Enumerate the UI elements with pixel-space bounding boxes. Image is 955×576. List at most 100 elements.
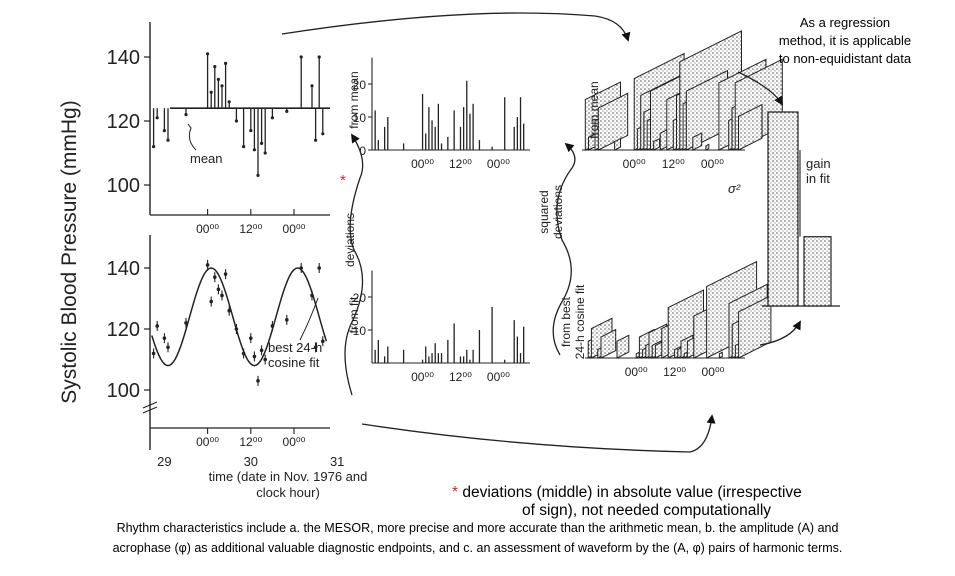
data-point: [241, 351, 246, 356]
data-point: [184, 321, 188, 325]
data-point: [220, 84, 224, 88]
panel-squared-deviations-from-mean: 00⁰⁰ 12⁰⁰ 00⁰⁰ from mean: [582, 30, 783, 171]
footnote-line: deviations (middle) in absolute value (i…: [462, 484, 802, 501]
y-tick-label: 20: [353, 291, 367, 305]
data-point: [270, 324, 275, 328]
footnote-star: *: [452, 484, 459, 501]
data-point: [155, 116, 159, 120]
panel-sums-of-squares: [762, 111, 840, 307]
squared-deviations-label: squared: [537, 190, 551, 233]
flow-arrow: [281, 12, 631, 42]
data-point: [249, 129, 253, 133]
footnote: * deviations (middle) in absolute value …: [452, 484, 912, 520]
squared-deviations-label: deviations: [551, 185, 565, 239]
best-fit-label: cosine fit: [268, 355, 320, 370]
flow-arrow: [344, 133, 364, 396]
gain-label: in fit: [806, 171, 830, 186]
squared-deviation: [705, 143, 710, 151]
date-label: 31: [330, 454, 344, 469]
squared-deviation: [692, 132, 703, 151]
data-point: [321, 132, 325, 136]
deviations-star: *: [340, 172, 346, 189]
panel-frames: [142, 22, 330, 450]
squared-deviation: [614, 137, 621, 151]
squared-deviation: [635, 351, 640, 359]
x-tick-label: 00⁰⁰: [701, 157, 724, 171]
time-axis-label: clock hour): [256, 485, 320, 500]
x-tick-label: 00⁰⁰: [487, 157, 510, 171]
data-point: [209, 299, 213, 304]
data-point: [184, 113, 188, 117]
panel-deviations-from-mean: 0 10 20 00⁰⁰ 12⁰⁰ 00⁰⁰ from mean: [347, 57, 530, 171]
sum-of-squares-bar: [767, 111, 799, 307]
caption-line: Rhythm characteristics include a. the ME…: [116, 521, 839, 535]
squared-deviation: [738, 103, 763, 151]
axis-break: [142, 401, 158, 414]
x-tick-label: 12⁰⁰: [663, 365, 686, 379]
data-point: [224, 61, 228, 65]
panel-squared-deviations-from-fit: 00⁰⁰ 12⁰⁰ 00⁰⁰ from best 24-h cosine fit: [559, 260, 772, 379]
x-tick-label: 00⁰⁰: [196, 222, 219, 236]
squared-deviation: [683, 351, 688, 359]
data-point: [213, 275, 217, 279]
data-point: [249, 336, 253, 340]
data-point: [151, 351, 156, 356]
data-point: [313, 345, 318, 350]
x-tick-label: 00⁰⁰: [411, 370, 434, 384]
date-label: 29: [157, 454, 171, 469]
squared-deviation: [685, 69, 728, 151]
data-point: [220, 293, 224, 298]
best-fit-label: best 24-h: [268, 340, 322, 355]
panel-y-label: from best: [559, 296, 573, 347]
data-point: [314, 138, 318, 142]
panel-raw-with-fit: [151, 259, 328, 434]
panel-y-label: from mean: [347, 71, 361, 128]
x-tick-label: 00⁰⁰: [196, 435, 219, 449]
y-tick-label: 100: [107, 380, 140, 402]
data-point: [317, 55, 321, 59]
panel-y-label: from mean: [587, 81, 601, 138]
flow-arrows: [281, 12, 801, 453]
data-point: [216, 77, 220, 81]
flow-arrow: [759, 320, 801, 346]
y-axis-label: Systolic Blood Pressure (mmHg): [58, 100, 81, 404]
y-tick-label: 10: [353, 111, 367, 125]
y-tick-label: 0: [359, 144, 366, 158]
data-point: [227, 100, 231, 104]
regression-note-line: to non-equidistant data: [778, 51, 912, 66]
data-point: [216, 287, 221, 292]
y-tick-label: 140: [107, 258, 140, 280]
data-point: [263, 151, 267, 155]
figure-caption: Rhythm characteristics include a. the ME…: [0, 518, 955, 558]
x-tick-label: 12⁰⁰: [239, 222, 262, 236]
data-point: [263, 357, 268, 362]
data-point: [152, 145, 156, 149]
data-point: [252, 354, 257, 359]
flow-arrow: [361, 414, 716, 453]
cosine-fit-curve: [151, 267, 328, 367]
data-point: [242, 145, 246, 149]
data-point: [162, 336, 167, 340]
caption-line: acrophase (φ) as additional valuable dia…: [112, 541, 843, 555]
x-tick-label: 12⁰⁰: [239, 435, 262, 449]
sum-of-squares-bar: [803, 236, 832, 307]
data-point: [223, 272, 228, 276]
panel-y-label: 24-h cosine fit: [573, 284, 587, 359]
x-tick-label: 00⁰⁰: [411, 157, 434, 171]
data-point: [256, 173, 260, 177]
y-tick-label: 120: [107, 111, 140, 133]
data-point: [234, 119, 238, 123]
regression-note-line: method, it is applicable: [778, 33, 912, 48]
panel-raw-with-mean: [152, 52, 330, 215]
sigma-label: σ²: [728, 181, 741, 196]
data-point: [321, 339, 325, 344]
x-tick-label: 00⁰⁰: [487, 370, 510, 384]
x-tick-label: 12⁰⁰: [662, 157, 685, 171]
flow-arrow: [737, 71, 783, 106]
x-tick-label: 00⁰⁰: [283, 435, 306, 449]
x-tick-label: 00⁰⁰: [702, 365, 725, 379]
y-tick-label: 20: [353, 78, 367, 92]
data-point: [299, 55, 303, 59]
data-point: [317, 266, 322, 270]
y-tick-label: 140: [107, 47, 140, 69]
